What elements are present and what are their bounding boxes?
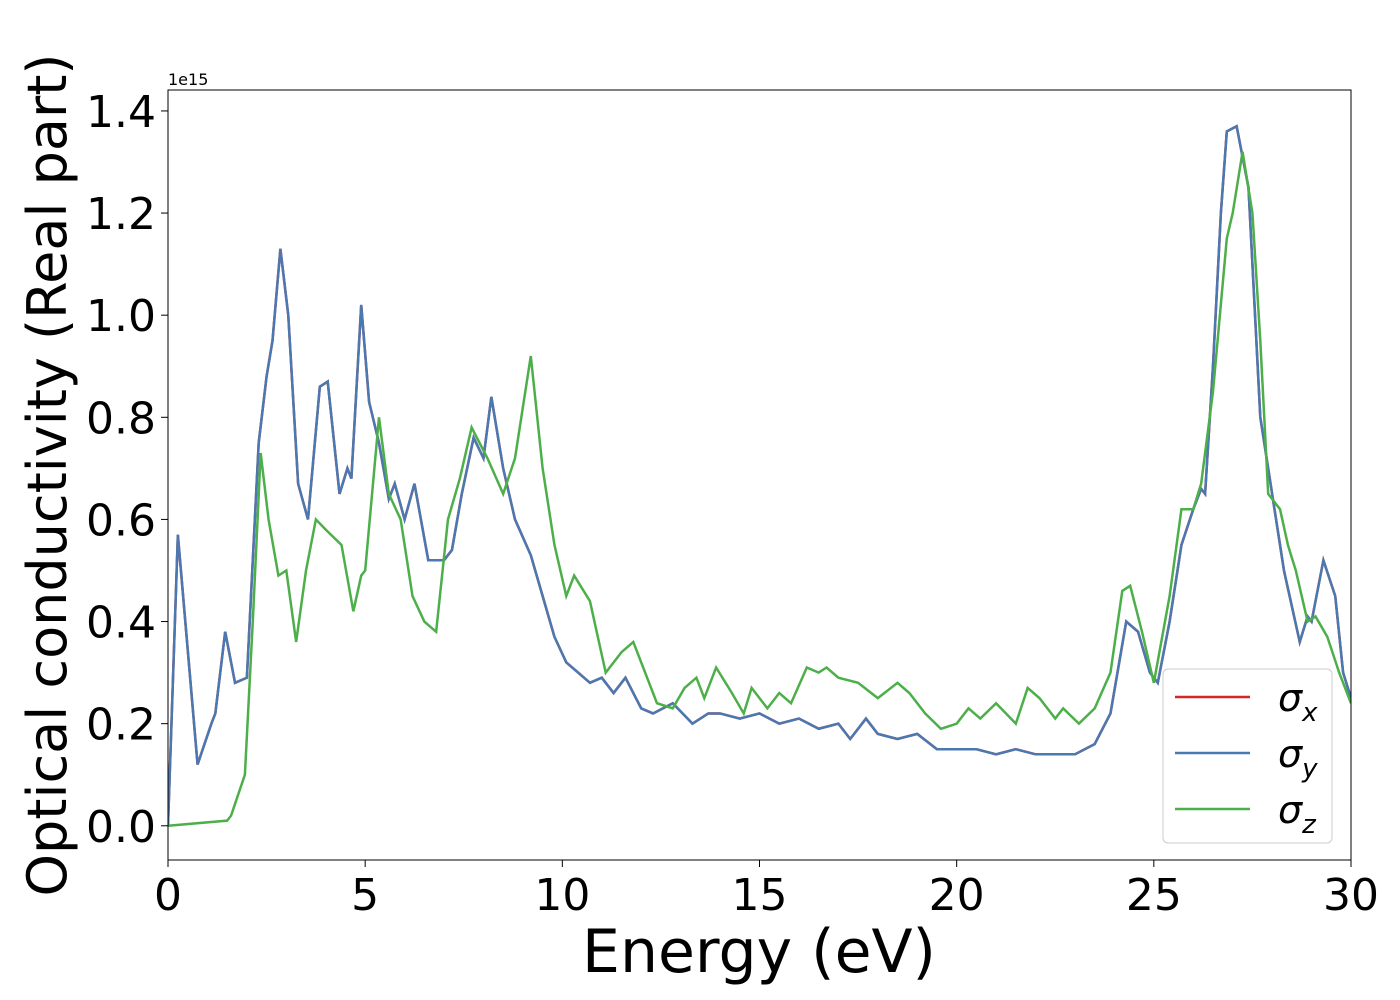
x-tick-label: 10 [534, 870, 590, 921]
legend-label: σz [1278, 788, 1317, 840]
legend-box [1162, 668, 1333, 844]
y-tick-label: 1.0 [86, 291, 156, 342]
x-tick-label: 20 [929, 870, 985, 921]
y-tick-label: 0.8 [86, 393, 156, 444]
x-tick-label: 25 [1126, 870, 1182, 921]
data-line [168, 124, 1351, 826]
x-axis-label: Energy (eV) [582, 917, 936, 987]
legend-label: σy [1278, 732, 1318, 784]
y-tick-label: 0.2 [86, 700, 156, 751]
x-tick-label: 5 [351, 870, 379, 921]
data-line [168, 151, 1351, 828]
x-tick-label: 30 [1323, 870, 1379, 921]
axis-offset: 1e15 [168, 70, 208, 89]
y-tick-label: 1.2 [86, 189, 156, 240]
legend-label: σx [1278, 676, 1318, 728]
x-tick-label: 0 [154, 870, 182, 921]
y-tick-label: 0.0 [86, 802, 156, 853]
y-tick-label: 1.4 [86, 87, 156, 138]
y-tick-label: 0.6 [86, 495, 156, 546]
x-tick-label: 15 [732, 870, 788, 921]
plot-frame [167, 89, 1352, 861]
y-tick-label: 0.4 [86, 598, 156, 649]
y-axis-label: Optical conductivity (Real part) [16, 54, 79, 897]
